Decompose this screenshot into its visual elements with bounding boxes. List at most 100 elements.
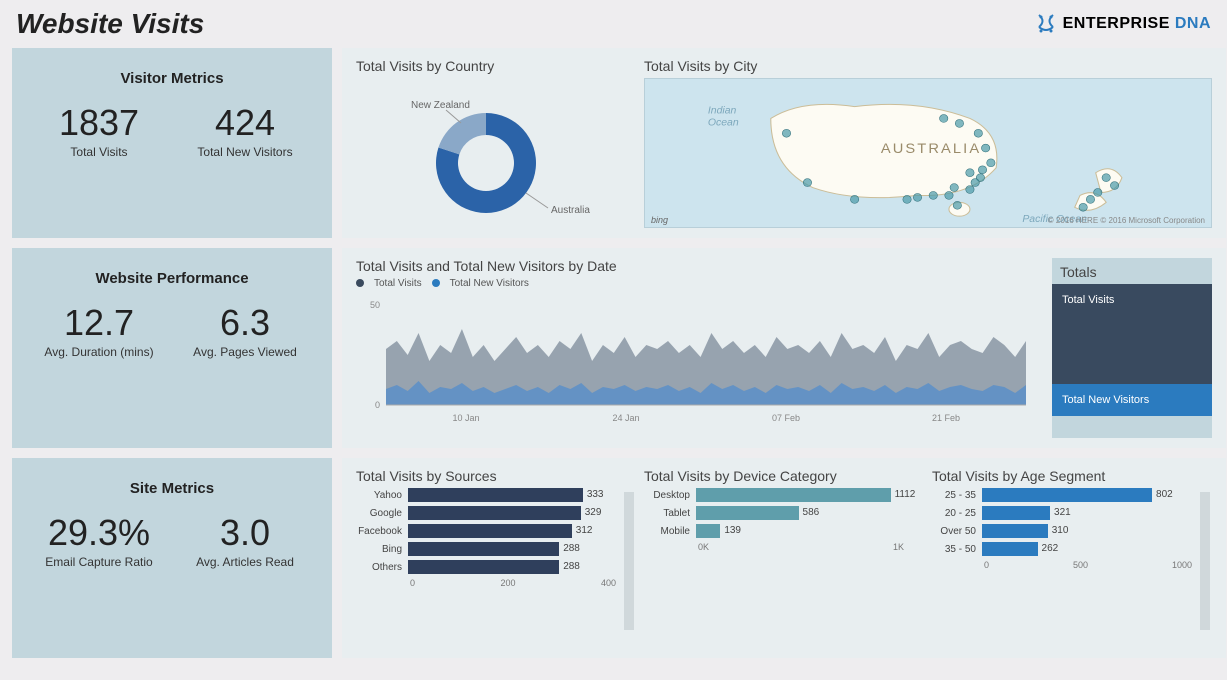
totals-title: Totals [1052,258,1212,280]
scroll-hint[interactable] [624,492,634,630]
scroll-hint[interactable] [1200,492,1210,630]
email-capture-label: Email Capture Ratio [26,555,172,569]
hbar-row: 35 - 50262 [932,542,1194,556]
total-new-metric: 424 Total New Visitors [172,105,318,159]
totals-item[interactable]: Total Visits [1052,284,1212,384]
hbar-value: 586 [803,506,820,520]
total-visits-metric: 1837 Total Visits [26,105,172,159]
hbar-row: Tablet586 [644,506,906,520]
total-visits-value: 1837 [26,105,172,141]
hbar-row: 25 - 35 802 [932,488,1194,502]
visitor-metrics-heading: Visitor Metrics [26,70,318,87]
page-title: Website Visits [16,8,204,40]
hbar-fill [408,488,583,502]
age-title: Total Visits by Age Segment [932,468,1212,484]
city-map-chart[interactable]: Total Visits by City AUSTRALIA IndianOcea… [644,58,1212,228]
hbar-value: 310 [1052,524,1069,538]
hbar-value: 312 [576,524,593,538]
totals-panel[interactable]: Totals Total VisitsTotal New Visitors [1052,258,1212,438]
timeseries-title: Total Visits and Total New Visitors by D… [356,258,1036,274]
totals-item[interactable]: Total New Visitors [1052,384,1212,416]
hbar-fill [696,524,720,538]
svg-text:0: 0 [375,400,380,410]
avg-pages-metric: 6.3 Avg. Pages Viewed [172,305,318,359]
email-capture-value: 29.3% [26,515,172,551]
timeseries-chart[interactable]: Total Visits and Total New Visitors by D… [356,258,1036,438]
total-new-label: Total New Visitors [172,145,318,159]
hbar-label: Mobile [644,526,696,537]
row3-right-panel: Total Visits by Sources Yahoo 333 Google 32… [342,458,1226,658]
hbar-label: Over 50 [932,526,982,537]
avg-articles-metric: 3.0 Avg. Articles Read [172,515,318,569]
bing-attribution: bing [651,215,668,225]
hbar-row: Bing 288 [356,542,618,556]
avg-duration-label: Avg. Duration (mins) [26,345,172,359]
device-title: Total Visits by Device Category [644,468,924,484]
hbar-value: 333 [587,488,604,502]
hbar-row: Yahoo 333 [356,488,618,502]
hbar-label: 35 - 50 [932,544,982,555]
svg-text:Ocean: Ocean [708,118,739,129]
svg-text:New Zealand: New Zealand [411,100,470,111]
map-attribution: © 2016 HERE © 2016 Microsoft Corporation [1048,216,1205,225]
svg-text:AUSTRALIA: AUSTRALIA [881,141,981,157]
sources-chart[interactable]: Total Visits by Sources Yahoo 333 Google 32… [356,468,636,648]
hbar-value: 329 [585,506,602,520]
hbar-value: 1112 [895,488,916,502]
hbar-label: Google [356,508,408,519]
avg-articles-value: 3.0 [172,515,318,551]
age-chart[interactable]: Total Visits by Age Segment 25 - 35 802 20… [932,468,1212,648]
hbar-fill [696,506,799,520]
hbar-value: 288 [563,542,580,556]
legend-item: Total New Visitors [432,278,529,289]
svg-text:07 Feb: 07 Feb [772,413,800,423]
hbar-label: 25 - 35 [932,490,982,501]
country-chart-title: Total Visits by Country [356,58,636,74]
hbar-row: Facebook312 [356,524,618,538]
hbar-label: Others [356,562,408,573]
hbar-fill [408,560,559,574]
hbar-row: Over 50 310 [932,524,1194,538]
map-box[interactable]: AUSTRALIAIndianOceanPacific Ocean bing ©… [644,78,1212,228]
hbar-fill [696,488,891,502]
hbar-label: Desktop [644,490,696,501]
avg-articles-label: Avg. Articles Read [172,555,318,569]
row1-right-panel: Total Visits by Country New ZealandAustr… [342,48,1226,238]
hbar-value: 139 [724,524,741,538]
hbar-label: Bing [356,544,408,555]
svg-text:10 Jan: 10 Jan [452,413,479,423]
hbar-row: Google 329 [356,506,618,520]
hbar-label: 20 - 25 [932,508,982,519]
total-new-value: 424 [172,105,318,141]
email-capture-metric: 29.3% Email Capture Ratio [26,515,172,569]
visitor-metrics-card: Visitor Metrics 1837 Total Visits 424 To… [12,48,332,238]
hbar-row: Desktop1112 [644,488,906,502]
hbar-fill [982,524,1048,538]
hbar-value: 321 [1054,506,1071,520]
country-donut-chart[interactable]: Total Visits by Country New ZealandAustr… [356,58,636,228]
website-performance-heading: Website Performance [26,270,318,287]
city-map-title: Total Visits by City [644,58,1212,74]
site-metrics-card: Site Metrics 29.3% Email Capture Ratio 3… [12,458,332,658]
hbar-row: Others288 [356,560,618,574]
avg-duration-metric: 12.7 Avg. Duration (mins) [26,305,172,359]
logo-accent: DNA [1175,15,1211,32]
sources-title: Total Visits by Sources [356,468,636,484]
timeseries-panel: Total Visits and Total New Visitors by D… [342,248,1226,448]
header: Website Visits ENTERPRISE DNA [12,8,1215,40]
hbar-row: 20 - 25 321 [932,506,1194,520]
hbar-label: Yahoo [356,490,408,501]
legend-item: Total Visits [356,278,422,289]
logo: ENTERPRISE DNA [1035,13,1211,35]
area-svg: 05010 Jan24 Jan07 Feb21 Feb [356,295,1036,425]
total-visits-label: Total Visits [26,145,172,159]
svg-text:21 Feb: 21 Feb [932,413,960,423]
donut-svg: New ZealandAustralia [356,78,616,228]
site-metrics-heading: Site Metrics [26,480,318,497]
map-svg: AUSTRALIAIndianOceanPacific Ocean [645,79,1211,227]
dna-icon [1035,13,1057,35]
device-chart[interactable]: Total Visits by Device Category Desktop1… [644,468,924,648]
hbar-value: 802 [1156,488,1173,502]
logo-brand: ENTERPRISE [1063,15,1170,32]
svg-text:Indian: Indian [708,106,737,117]
